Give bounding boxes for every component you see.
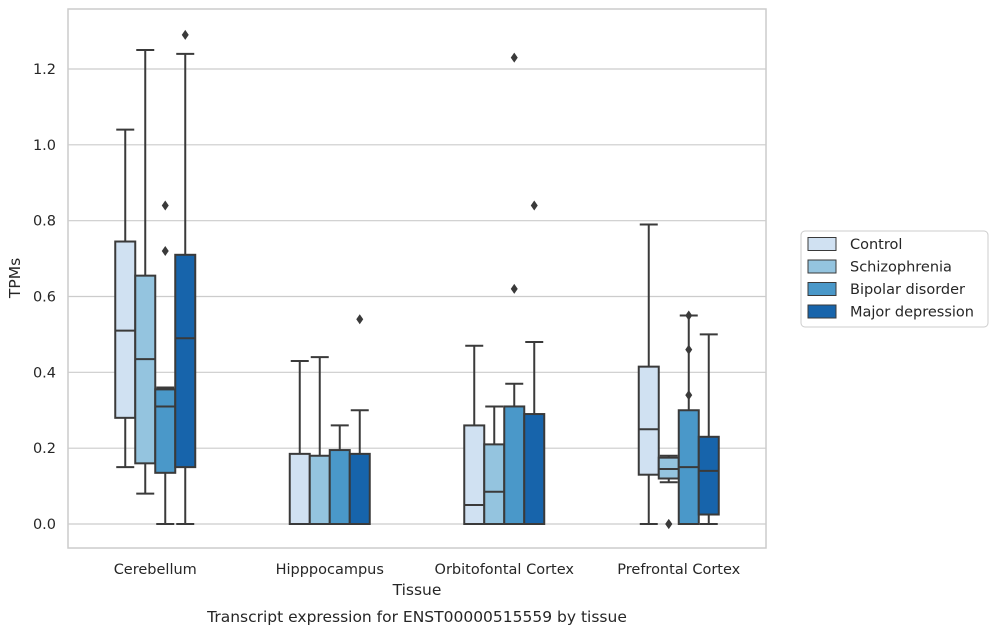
box-3-3 — [697, 333, 720, 525]
box-iqr — [328, 449, 351, 525]
y-tick-label: 0.0 — [33, 517, 56, 533]
legend-label: Schizophrenia — [850, 260, 952, 276]
box-3-1 — [657, 454, 680, 529]
y-tick-label: 0.8 — [33, 214, 56, 230]
y-tick-label: 1.0 — [33, 138, 56, 154]
outlier-point — [665, 519, 673, 529]
x-tick-label: Prefrontal Cortex — [617, 562, 740, 578]
box-iqr — [154, 388, 177, 474]
box-1-0 — [288, 359, 311, 525]
box-iqr — [463, 424, 486, 525]
outlier-point — [510, 52, 518, 63]
box-iqr — [697, 435, 720, 516]
y-tick-label: 1.2 — [33, 62, 56, 78]
y-tick-label: 0.2 — [33, 441, 56, 457]
x-tick-label: Cerebellum — [114, 562, 197, 578]
box-2-0 — [463, 344, 486, 525]
outlier-point — [161, 246, 169, 256]
y-axis-label: TPMs — [6, 258, 24, 299]
x-tick-label: Orbitofontal Cortex — [435, 562, 575, 578]
box-0-1 — [134, 49, 157, 495]
x-axis-label: Tissue — [392, 581, 442, 599]
outlier-point — [181, 29, 189, 40]
chart-caption: Transcript expression for ENST0000051555… — [206, 608, 627, 626]
box-2-3 — [523, 200, 546, 525]
y-tick-label: 0.6 — [33, 290, 56, 306]
box-iqr — [308, 454, 331, 525]
box-iqr — [174, 253, 197, 469]
outlier-point — [685, 344, 693, 355]
box-2-2 — [503, 52, 526, 526]
plot-area-frame — [67, 8, 767, 549]
box-0-0 — [114, 128, 137, 469]
legend-swatch — [807, 282, 837, 296]
box-3-0 — [637, 223, 660, 525]
outlier-point — [510, 283, 518, 294]
outlier-point — [530, 200, 538, 211]
legend-label: Bipolar disorder — [850, 282, 965, 298]
legend-items: Control Schizophrenia Bipolar disorder Majo… — [807, 237, 974, 321]
outlier-point — [161, 200, 169, 211]
box-iqr — [637, 365, 660, 476]
legend: Control Schizophrenia Bipolar disorder Majo… — [800, 230, 989, 328]
y-tick-label: 0.4 — [33, 365, 56, 381]
outlier-point — [685, 310, 693, 321]
box-iqr — [134, 274, 157, 465]
y-tick-labels: 0.0 0.2 0.4 0.6 0.8 1.0 1.2 — [33, 62, 56, 533]
box-1-3 — [348, 314, 371, 525]
box-iqr — [288, 452, 311, 525]
box-groups — [114, 29, 720, 529]
legend-swatch — [807, 304, 837, 319]
legend-label: Control — [850, 237, 902, 253]
legend-frame — [800, 230, 989, 328]
box-3-2 — [677, 310, 700, 525]
box-iqr — [503, 405, 526, 526]
legend-swatch — [807, 259, 837, 274]
box-1-1 — [308, 356, 331, 525]
box-iqr — [483, 443, 506, 525]
legend-swatch — [807, 237, 837, 251]
box-iqr — [523, 413, 546, 525]
box-0-2 — [154, 200, 177, 525]
box-iqr — [348, 452, 371, 525]
box-1-2 — [328, 424, 351, 525]
legend-label: Major depression — [850, 305, 974, 321]
x-tick-label: Hipppocampus — [276, 562, 384, 578]
outlier-point — [685, 390, 693, 401]
outlier-point — [356, 314, 364, 325]
box-2-1 — [483, 405, 506, 525]
x-tick-labels: Cerebellum Hipppocampus Orbitofontal Corte… — [114, 562, 741, 578]
box-0-3 — [174, 29, 197, 525]
